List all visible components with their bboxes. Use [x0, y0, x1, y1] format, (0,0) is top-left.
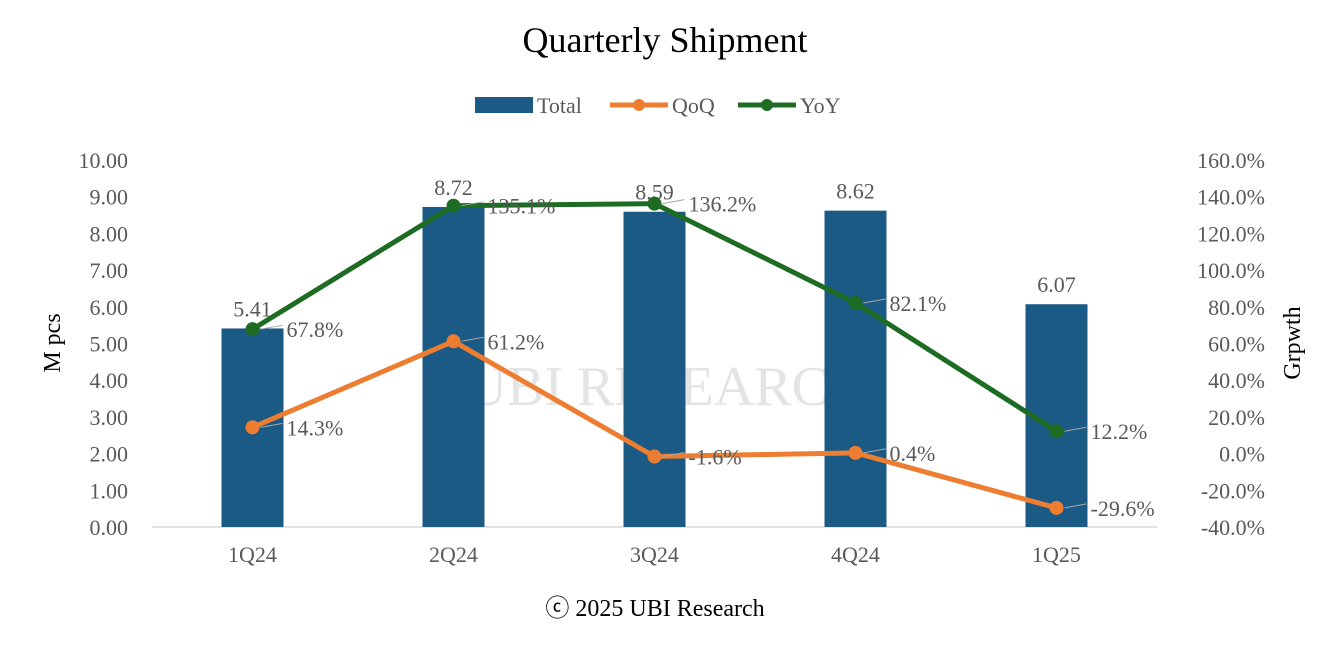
y2-tick-label: -40.0%: [1201, 515, 1265, 540]
point-yoy: [848, 295, 863, 310]
y-tick-label: 9.00: [90, 185, 129, 210]
point-yoy: [647, 196, 662, 211]
x-tick-label: 3Q24: [630, 542, 679, 567]
y-tick-label: 7.00: [90, 258, 129, 283]
point-yoy: [446, 198, 461, 213]
leader-line: [1064, 503, 1087, 509]
leader-line: [461, 201, 484, 207]
y2-tick-label: 120.0%: [1197, 221, 1265, 246]
line-data-label: -29.6%: [1091, 496, 1155, 521]
bar-data-label: 8.72: [434, 175, 473, 200]
point-qoq: [647, 449, 662, 464]
x-tick-label: 1Q25: [1032, 542, 1081, 567]
y2-tick-label: 160.0%: [1197, 148, 1265, 173]
leader-line: [260, 324, 283, 330]
y2-tick-label: 60.0%: [1208, 332, 1265, 357]
legend-swatch-total: [475, 97, 533, 113]
legend: Total QoQ YoY: [475, 93, 841, 118]
leader-line: [662, 452, 685, 458]
y2-tick-label: 100.0%: [1197, 258, 1265, 283]
point-yoy: [1049, 424, 1064, 439]
y-tick-label: 5.00: [90, 332, 129, 357]
x-tick-label: 4Q24: [831, 542, 880, 567]
leader-line: [260, 422, 283, 428]
legend-marker: [761, 99, 773, 111]
leader-line: [662, 199, 685, 205]
bar-data-label: 5.41: [233, 296, 272, 321]
line-data-label: 82.1%: [890, 291, 947, 316]
y2-tick-label: 0.0%: [1219, 442, 1265, 467]
y-axis-label: M pcs: [40, 313, 66, 372]
y-tick-label: 10.00: [79, 148, 129, 173]
point-qoq: [848, 445, 863, 460]
chart-title: Quarterly Shipment: [523, 20, 808, 60]
y2-tick-label: 40.0%: [1208, 368, 1265, 393]
legend-label: YoY: [800, 93, 841, 118]
y2-axis-label: Grpwth: [1280, 306, 1306, 379]
bar-data-label: 8.62: [836, 179, 875, 204]
y-tick-label: 1.00: [90, 478, 129, 503]
footer: ⓒ 2025 UBI Research: [545, 595, 764, 622]
y-tick-label: 2.00: [90, 442, 129, 467]
y-tick-label: 8.00: [90, 221, 129, 246]
point-yoy: [245, 322, 260, 337]
y-tick-label: 0.00: [90, 515, 129, 540]
legend-marker: [633, 99, 645, 111]
bar-total: [422, 206, 485, 527]
line-data-label: -1.6%: [689, 445, 742, 470]
bar-data-label: 6.07: [1037, 272, 1076, 297]
y2-tick-label: -20.0%: [1201, 478, 1265, 503]
y-tick-label: 4.00: [90, 368, 129, 393]
line-data-label: 135.1%: [488, 194, 556, 219]
bar-total: [824, 210, 887, 527]
leader-line: [1064, 426, 1087, 432]
leader-line: [461, 336, 484, 342]
point-qoq: [245, 420, 260, 435]
point-qoq: [1049, 500, 1064, 515]
line-data-label: 61.2%: [488, 329, 545, 354]
line-data-label: 12.2%: [1091, 419, 1148, 444]
line-data-label: 0.4%: [890, 441, 936, 466]
y-tick-label: 6.00: [90, 295, 129, 320]
line-data-label: 14.3%: [287, 415, 344, 440]
line-data-label: 136.2%: [689, 192, 757, 217]
y2-tick-label: 140.0%: [1197, 185, 1265, 210]
y-tick-label: 3.00: [90, 405, 129, 430]
legend-label: QoQ: [672, 93, 715, 118]
legend-label: Total: [537, 93, 582, 118]
y2-tick-label: 20.0%: [1208, 405, 1265, 430]
bar-total: [623, 211, 686, 527]
x-tick-label: 1Q24: [228, 542, 277, 567]
y2-tick-label: 80.0%: [1208, 295, 1265, 320]
point-qoq: [446, 334, 461, 349]
leader-line: [863, 298, 886, 304]
leader-line: [863, 448, 886, 454]
line-data-label: 67.8%: [287, 317, 344, 342]
x-tick-label: 2Q24: [429, 542, 478, 567]
